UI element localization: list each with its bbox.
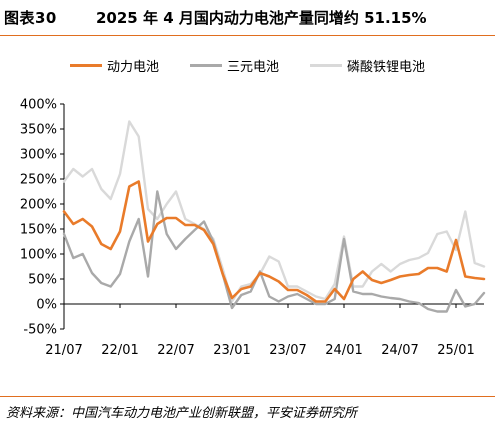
y-tick-label: 200%: [20, 198, 57, 213]
y-tick-label: 400%: [20, 98, 57, 113]
chart-legend: 动力电池 三元电池 磷酸铁锂电池: [0, 56, 495, 78]
legend-item-power-battery: 动力电池: [70, 56, 159, 75]
series-line-lfp-battery: [62, 120, 486, 303]
series-line-ternary-battery: [62, 190, 486, 313]
y-tick-label: 0%: [36, 298, 57, 313]
legend-item-lfp-battery: 磷酸铁锂电池: [310, 56, 425, 75]
figure-number: 图表30: [4, 9, 57, 27]
legend-swatch-lfp-battery: [310, 64, 342, 67]
legend-swatch-ternary-battery: [190, 64, 222, 67]
figure-title: 2025 年 4 月国内动力电池产量同增约 51.15%: [96, 9, 427, 27]
legend-label-lfp-battery: 磷酸铁锂电池: [347, 60, 426, 75]
x-tick-label: 25/01: [437, 343, 474, 358]
title-bar: 图表30 2025 年 4 月国内动力电池产量同增约 51.15%: [0, 0, 495, 36]
source-note: 资料来源：中国汽车动力电池产业创新联盟，平安证券研究所: [6, 406, 358, 421]
y-tick-label: 350%: [20, 123, 57, 138]
x-tick-label: 22/01: [101, 343, 138, 358]
legend-label-power-battery: 动力电池: [107, 60, 160, 75]
x-tick-label: 24/07: [381, 343, 418, 358]
y-tick-label: 100%: [20, 248, 57, 263]
y-tick-label: 50%: [28, 273, 57, 288]
line-chart: -50% 0% 50% 100% 150% 200% 250% 300% 350% 400% 21/…: [20, 98, 486, 358]
legend-swatch-power-battery: [70, 64, 102, 67]
x-tick-label: 21/07: [45, 343, 82, 358]
source-bar: 资料来源：中国汽车动力电池产业创新联盟，平安证券研究所: [0, 396, 495, 426]
y-tick-label: 300%: [20, 148, 57, 163]
legend-label-ternary-battery: 三元电池: [227, 60, 280, 75]
legend-item-ternary-battery: 三元电池: [190, 56, 279, 75]
x-tick-label: 22/07: [157, 343, 194, 358]
x-tick-label: 24/01: [325, 343, 362, 358]
series-line-power-battery: [62, 180, 486, 303]
x-tick-label: 23/01: [213, 343, 250, 358]
y-tick-label: 250%: [20, 173, 57, 188]
y-tick-label: 150%: [20, 223, 57, 238]
y-tick-label: -50%: [23, 323, 57, 338]
x-tick-label: 23/07: [269, 343, 306, 358]
